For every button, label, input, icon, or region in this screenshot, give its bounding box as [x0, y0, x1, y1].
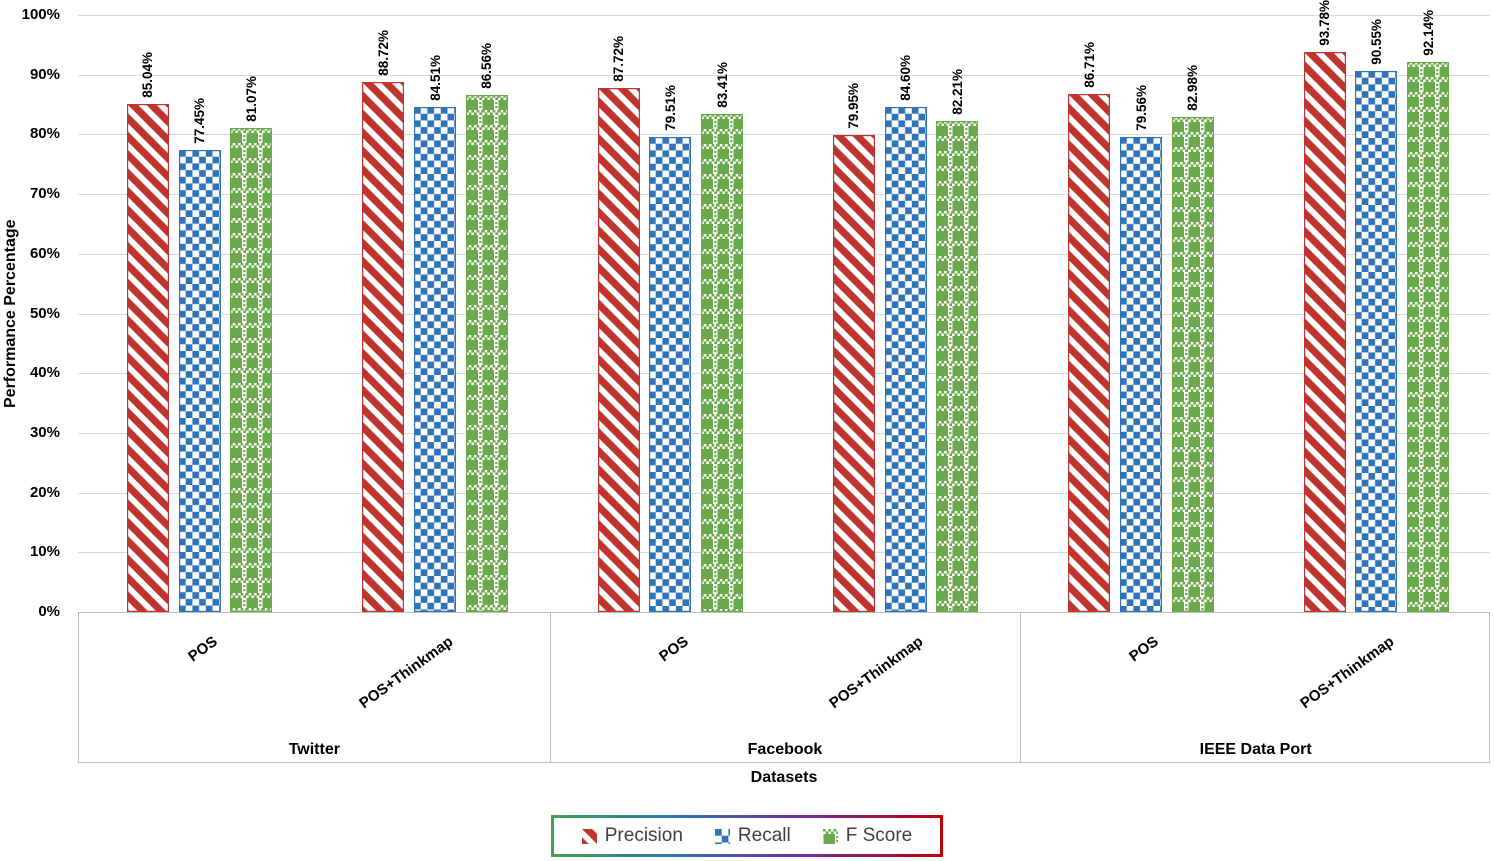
- plot-area: 85.04% 77.45% 81.07% 88.72% 84.51% 86.56% 87.7…: [78, 0, 1490, 612]
- bar-recall: [884, 107, 927, 612]
- subgroup-label: POS: [1126, 633, 1162, 666]
- gridline: [78, 492, 1490, 494]
- y-tick-label: 90%: [29, 65, 60, 83]
- value-label: 77.45%: [192, 98, 208, 144]
- legend-item-precision: Precision: [581, 824, 683, 848]
- bar-f-score: [701, 114, 744, 612]
- value-label: 81.07%: [243, 76, 259, 122]
- gridline: [78, 253, 1490, 255]
- gridline: [78, 552, 1490, 554]
- legend-inner: Precision Recall F Score: [553, 818, 941, 854]
- value-label: 79.95%: [846, 83, 862, 129]
- value-label: 88.72%: [375, 30, 391, 76]
- subgroup-label: POS: [185, 633, 221, 666]
- subgroup-label: POS: [655, 633, 692, 666]
- y-tick-label: 10%: [29, 543, 60, 561]
- dataset-label: Facebook: [747, 741, 823, 758]
- bar-precision: [1068, 94, 1111, 612]
- value-label: 86.71%: [1081, 42, 1097, 88]
- legend-label: F Score: [845, 825, 913, 846]
- recall-pattern-icon: [714, 828, 730, 844]
- gridline: [78, 373, 1490, 375]
- x-axis-title: Datasets: [750, 769, 818, 786]
- bar-recall: [649, 137, 692, 612]
- category-divider: [549, 613, 551, 762]
- y-tick-label: 80%: [29, 125, 60, 143]
- category-axis: Twitter POS POS+Thinkmap Facebook POS POS+Thi…: [78, 612, 1490, 763]
- gridline: [78, 194, 1490, 196]
- value-label: 82.98%: [1185, 65, 1201, 111]
- category-divider: [1020, 613, 1022, 762]
- value-label: 79.51%: [662, 85, 678, 131]
- fscore-pattern-icon: [822, 828, 838, 844]
- bar-f-score: [936, 121, 979, 612]
- bar-recall: [1120, 137, 1162, 612]
- value-label: 90.55%: [1368, 19, 1384, 65]
- value-label: 84.51%: [427, 55, 443, 101]
- legend-label: Recall: [737, 825, 791, 846]
- bar-f-score: [465, 95, 508, 612]
- y-tick-label: 70%: [29, 185, 60, 203]
- y-tick-label: 100%: [21, 6, 60, 23]
- value-label: 92.14%: [1420, 10, 1436, 56]
- bar-precision: [1303, 52, 1346, 612]
- value-label: 86.56%: [479, 43, 495, 89]
- bar-precision: [832, 135, 875, 612]
- bar-f-score: [1171, 117, 1214, 612]
- dataset-label: IEEE Data Port: [1199, 741, 1312, 758]
- y-tick-label: 30%: [29, 423, 60, 441]
- bar-precision: [126, 104, 169, 612]
- value-label: 93.78%: [1317, 0, 1333, 46]
- bar-precision: [362, 82, 405, 612]
- bar-recall: [178, 150, 221, 612]
- bar-precision: [597, 88, 640, 612]
- y-tick-label: 40%: [29, 364, 60, 382]
- value-label: 82.21%: [949, 69, 965, 115]
- subgroup-label: POS+Thinkmap: [826, 633, 927, 713]
- subgroup-label: POS+Thinkmap: [355, 633, 456, 713]
- legend-item-recall: Recall: [714, 824, 791, 848]
- bar-f-score: [230, 128, 273, 612]
- precision-pattern-icon: [581, 828, 597, 844]
- subgroup-label: POS+Thinkmap: [1297, 633, 1398, 713]
- y-tick-label: 50%: [29, 304, 60, 322]
- dataset-label: Twitter: [288, 741, 340, 758]
- value-label: 83.41%: [714, 62, 730, 108]
- legend-item-fscore: F Score: [822, 824, 913, 848]
- value-label: 87.72%: [611, 36, 627, 82]
- value-label: 79.56%: [1133, 85, 1149, 131]
- value-label: 85.04%: [140, 52, 156, 98]
- gridline: [78, 432, 1490, 434]
- bar-recall: [1355, 71, 1398, 612]
- legend: Precision Recall F Score: [550, 815, 944, 857]
- gridline: [78, 313, 1490, 315]
- gridline: [78, 74, 1490, 76]
- bar-f-score: [1407, 62, 1450, 612]
- y-tick-label: 0%: [38, 603, 60, 620]
- bar-recall: [414, 107, 456, 612]
- gridline: [78, 15, 1490, 16]
- y-axis-tick-labels: 0% 10% 20% 30% 40% 50% 60% 70% 80% 90% 100%: [0, 6, 64, 620]
- y-tick-label: 60%: [29, 244, 60, 262]
- y-tick-label: 20%: [29, 483, 60, 501]
- legend-label: Precision: [604, 825, 683, 846]
- value-label: 84.60%: [898, 55, 914, 101]
- gridline: [78, 134, 1490, 136]
